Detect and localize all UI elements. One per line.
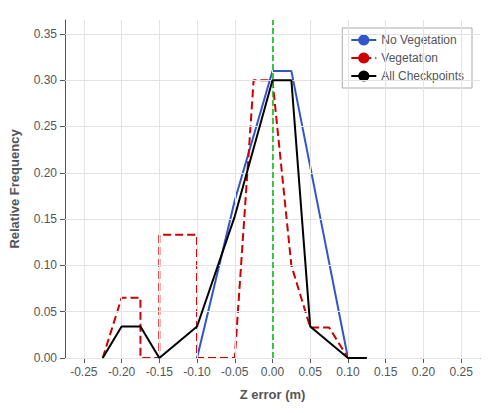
svg-text:0.20: 0.20 bbox=[412, 365, 436, 379]
svg-text:Vegetation: Vegetation bbox=[381, 51, 438, 65]
svg-text:Z error (m): Z error (m) bbox=[240, 387, 306, 402]
svg-text:0.25: 0.25 bbox=[34, 119, 58, 133]
svg-text:0.20: 0.20 bbox=[34, 166, 58, 180]
svg-text:0.00: 0.00 bbox=[34, 351, 58, 365]
svg-text:Relative Frequency: Relative Frequency bbox=[7, 129, 22, 249]
svg-text:0.15: 0.15 bbox=[374, 365, 398, 379]
svg-text:-0.05: -0.05 bbox=[221, 365, 249, 379]
svg-text:0.10: 0.10 bbox=[34, 258, 58, 272]
svg-text:No Vegetation: No Vegetation bbox=[381, 33, 456, 47]
svg-text:0.35: 0.35 bbox=[34, 27, 58, 41]
svg-text:0.10: 0.10 bbox=[336, 365, 360, 379]
svg-text:-0.10: -0.10 bbox=[183, 365, 211, 379]
svg-text:-0.25: -0.25 bbox=[70, 365, 98, 379]
svg-text:0.30: 0.30 bbox=[34, 73, 58, 87]
svg-text:-0.15: -0.15 bbox=[146, 365, 174, 379]
svg-text:0.05: 0.05 bbox=[299, 365, 323, 379]
svg-text:0.25: 0.25 bbox=[449, 365, 473, 379]
svg-text:0.15: 0.15 bbox=[34, 212, 58, 226]
svg-text:0.00: 0.00 bbox=[261, 365, 285, 379]
svg-text:0.05: 0.05 bbox=[34, 305, 58, 319]
svg-text:-0.20: -0.20 bbox=[108, 365, 136, 379]
svg-text:All Checkpoints: All Checkpoints bbox=[381, 69, 464, 83]
